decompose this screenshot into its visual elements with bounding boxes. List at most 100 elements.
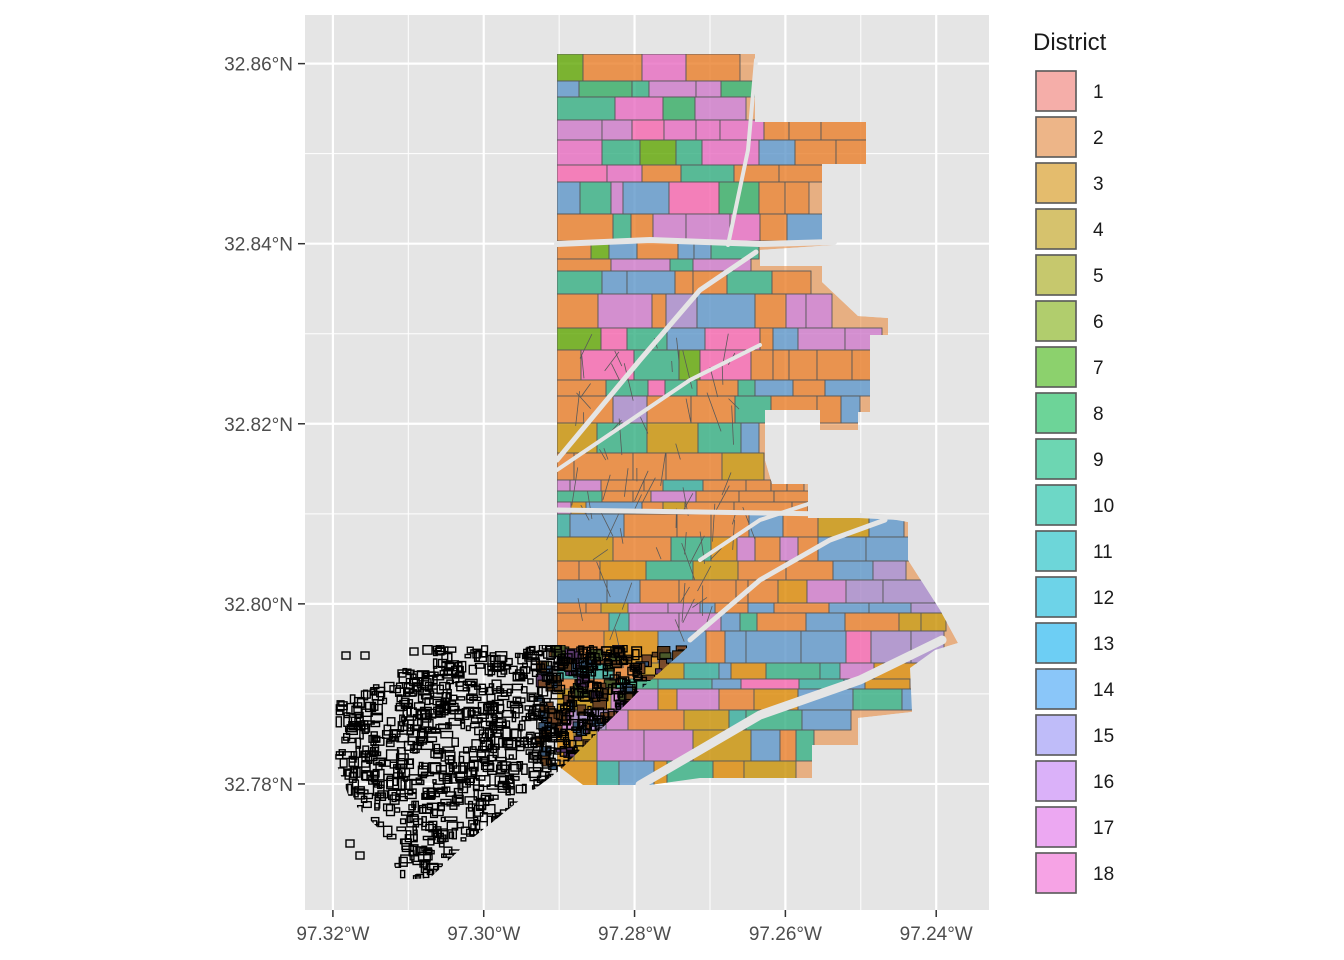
street-line — [728, 398, 740, 410]
outlined-parcel — [335, 716, 343, 728]
outlined-parcel — [432, 658, 438, 669]
outlined-parcel — [409, 647, 419, 656]
parcel — [765, 662, 821, 680]
road-gap — [555, 343, 762, 472]
outlined-parcel — [531, 754, 543, 761]
outlined-parcel — [335, 704, 348, 711]
outlined-parcel — [338, 701, 348, 707]
outlined-parcel — [464, 653, 472, 659]
parcel — [737, 379, 756, 397]
outlined-parcel — [355, 737, 362, 749]
parcel — [685, 54, 741, 82]
parcel — [597, 293, 653, 329]
outlined-parcel — [582, 688, 588, 695]
parcel — [557, 513, 571, 538]
parcel — [816, 395, 842, 424]
parcel — [740, 422, 760, 454]
outlined-parcel — [356, 789, 369, 795]
parcel — [754, 379, 794, 397]
outlined-parcel — [471, 739, 482, 751]
parcel — [573, 452, 634, 481]
outlined-parcel — [451, 737, 460, 747]
outlined-parcel — [446, 679, 455, 685]
outlined-parcel — [368, 776, 373, 785]
parcel — [585, 602, 602, 614]
parcel — [696, 379, 739, 397]
outlined-parcel — [466, 693, 474, 704]
outlined-parcel — [609, 653, 621, 658]
outlined-parcel — [433, 743, 441, 754]
outlined-parcel — [552, 684, 566, 695]
outlined-parcel — [547, 759, 553, 768]
parcel — [750, 729, 781, 762]
parcel — [630, 213, 654, 242]
parcel — [694, 96, 747, 121]
outlined-parcel — [474, 726, 485, 736]
parcel — [557, 536, 614, 562]
parcel — [596, 729, 645, 762]
outlined-parcel — [470, 823, 477, 831]
outlined-parcel — [360, 690, 371, 699]
outlined-parcel — [404, 792, 417, 800]
parcel — [610, 181, 624, 215]
outlined-parcel — [382, 825, 393, 838]
parcel — [786, 213, 826, 242]
parcel — [785, 293, 807, 329]
parcel — [648, 80, 697, 98]
y-tick-label: 32.84°N — [224, 235, 293, 256]
outlined-parcel — [487, 706, 495, 715]
outlined-parcel — [398, 672, 412, 684]
y-tick-label: 32.82°N — [224, 415, 293, 436]
parcel — [711, 678, 742, 690]
parcel — [657, 678, 713, 690]
outlined-parcel — [611, 682, 622, 695]
outlined-parcel — [575, 665, 588, 675]
street-line — [697, 565, 712, 592]
parcel — [646, 422, 699, 454]
outlined-parcel — [537, 710, 550, 719]
outlined-parcel — [370, 731, 378, 737]
outlined-parcel — [442, 774, 453, 784]
outlined-parcel — [533, 697, 545, 707]
parcel — [579, 181, 612, 215]
outlined-parcel — [527, 678, 534, 685]
parcel — [747, 602, 775, 614]
parcel — [750, 349, 774, 381]
outlined-parcel — [418, 727, 427, 739]
outlined-parcel — [493, 662, 505, 671]
parcel — [678, 579, 737, 604]
outlined-parcel — [394, 807, 401, 813]
outlined-parcel — [505, 748, 518, 760]
parcel — [779, 729, 797, 762]
parcel — [683, 662, 720, 680]
outlined-parcel — [412, 845, 418, 856]
parcel — [606, 579, 641, 604]
outlined-parcel — [364, 701, 377, 713]
parcel — [730, 662, 767, 680]
street-line — [579, 334, 593, 359]
outlined-parcel — [448, 717, 462, 726]
outlined-parcel — [537, 686, 549, 697]
street-line — [689, 535, 705, 564]
parcel — [710, 513, 750, 538]
street-line — [681, 543, 696, 581]
outlined-parcel — [510, 761, 522, 772]
parcel — [662, 96, 696, 121]
outlined-parcel — [477, 701, 490, 715]
parcel — [795, 729, 815, 762]
outlined-parcel — [491, 679, 502, 692]
outlined-parcel — [524, 716, 531, 721]
street-line — [721, 472, 732, 496]
outlined-parcel — [501, 683, 514, 694]
parcel — [777, 579, 808, 604]
outlined-parcel — [512, 671, 525, 681]
parcel — [557, 293, 599, 329]
parcel — [754, 293, 787, 329]
parcel — [792, 379, 826, 397]
outlined-parcel — [399, 869, 406, 879]
y-tick-label: 32.86°N — [224, 55, 293, 76]
legend-key-4 — [1035, 208, 1077, 250]
parcel — [641, 164, 682, 183]
parcel — [651, 293, 667, 329]
